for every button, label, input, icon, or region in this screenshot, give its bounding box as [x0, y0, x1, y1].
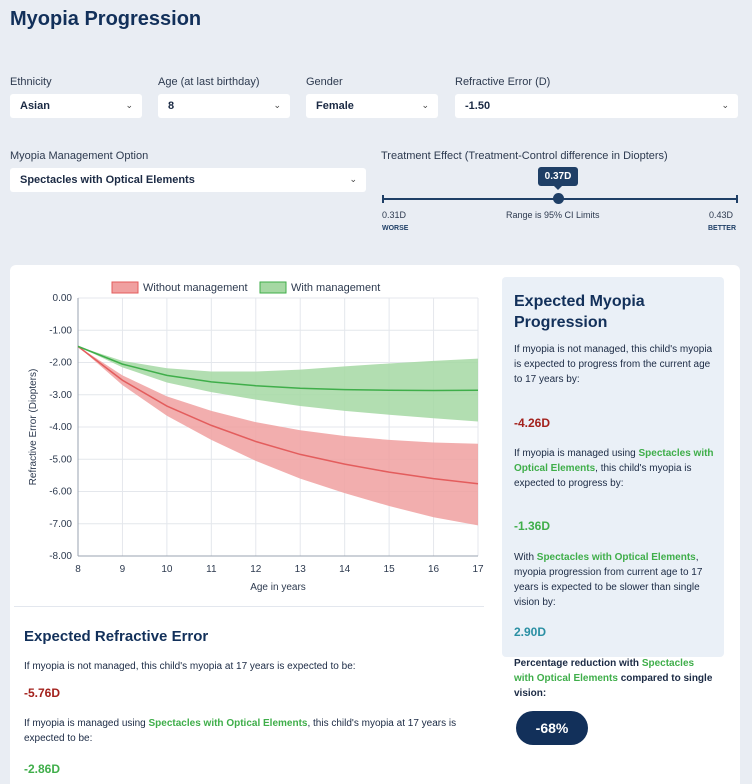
chevron-down-icon: ⌄ [721, 100, 729, 110]
chevron-down-icon: ⌄ [349, 174, 357, 184]
ethnicity-label: Ethnicity [10, 76, 52, 88]
y-tick-label: -4.00 [49, 422, 72, 433]
summary-card [502, 277, 724, 657]
summary-text-unmanaged: If myopia is not managed, this child's m… [514, 344, 713, 385]
age-value: 8 [168, 100, 175, 112]
slider-range-note: Range is 95% CI Limits [506, 210, 600, 220]
x-tick-label: 11 [206, 564, 217, 575]
chevron-down-icon: ⌄ [421, 100, 429, 110]
page-title: Myopia Progression [10, 8, 202, 30]
legend-label-1: With management [291, 282, 380, 294]
age-select[interactable]: 8 ⌄ [158, 94, 290, 118]
summary-text-managed: If myopia is managed using Spectacles wi… [514, 448, 714, 489]
gender-select[interactable]: Female ⌄ [306, 94, 438, 118]
legend-swatch-0 [111, 281, 139, 294]
summary-title: Expected Myopia Progression [514, 293, 645, 331]
x-tick-label: 17 [472, 564, 484, 575]
refractive-error-select[interactable]: -1.50 ⌄ [455, 94, 738, 118]
y-tick-label: -2.00 [49, 358, 72, 369]
percentage-reduction-badge: -68% [516, 711, 588, 745]
refractive-text-unmanaged: If myopia is not managed, this child's m… [24, 661, 356, 672]
summary-text-percentage: Percentage reduction with Spectacles wit… [514, 658, 713, 699]
x-tick-label: 15 [384, 564, 396, 575]
divider [14, 606, 484, 607]
summary-text-slower: With Spectacles with Optical Elements, m… [514, 552, 703, 608]
series-line-0 [77, 345, 479, 485]
x-axis-label: Age in years [250, 582, 306, 593]
progression-chart: 0.00 -1.00 -2.00 -3.00 -4.00 -5.00 -6.00 -7.00 -… [28, 281, 484, 593]
summary-value-slower: 2.90D [514, 625, 547, 639]
gender-label: Gender [306, 76, 343, 88]
y-tick-label: -3.00 [49, 390, 72, 401]
x-tick-label: 16 [428, 564, 440, 575]
treatment-value-tooltip: 0.37D [538, 167, 578, 190]
x-tick-label: 12 [250, 564, 262, 575]
series-line-1 [77, 345, 479, 392]
slider-min-tick [382, 195, 384, 203]
ethnicity-value: Asian [20, 100, 50, 112]
treatment-label: Treatment Effect (Treatment-Control diff… [381, 150, 668, 162]
ethnicity-select[interactable]: Asian ⌄ [10, 94, 142, 118]
management-value: Spectacles with Optical Elements [20, 174, 195, 186]
x-tick-label: 14 [339, 564, 351, 575]
series-band-1 [78, 346, 478, 422]
refractive-title: Expected Refractive Error [24, 628, 209, 645]
slider-min-label: 0.31D [382, 210, 407, 220]
y-tick-label: -7.00 [49, 519, 72, 530]
y-tick-label: 0.00 [53, 293, 73, 304]
gender-value: Female [316, 100, 354, 112]
y-tick-label: -1.00 [49, 325, 72, 336]
management-label: Myopia Management Option [10, 150, 149, 162]
refractive-value-unmanaged: -5.76D [24, 686, 61, 700]
x-tick-label: 10 [161, 564, 173, 575]
summary-value-unmanaged: -4.26D [514, 416, 551, 430]
slider-max-label: 0.43D [709, 210, 734, 220]
y-axis-label: Refractive Error (Diopters) [28, 369, 39, 486]
age-label: Age (at last birthday) [158, 76, 260, 88]
slider-max-caption: BETTER [708, 225, 736, 232]
summary-value-managed: -1.36D [514, 519, 551, 533]
refractive-error-value: -1.50 [465, 100, 491, 112]
refractive-value-managed: -2.86D [24, 762, 61, 776]
management-select[interactable]: Spectacles with Optical Elements ⌄ [10, 168, 366, 192]
slider-min-caption: WORSE [382, 225, 409, 232]
chevron-down-icon: ⌄ [125, 100, 133, 110]
x-tick-label: 9 [120, 564, 126, 575]
y-tick-label: -6.00 [49, 487, 72, 498]
legend-label-0: Without management [143, 282, 248, 294]
chevron-down-icon: ⌄ [273, 100, 281, 110]
slider-max-tick [736, 195, 738, 203]
x-tick-label: 13 [295, 564, 307, 575]
series-band-0 [78, 346, 478, 526]
refractive-error-label: Refractive Error (D) [455, 76, 551, 88]
treatment-slider-handle[interactable] [553, 193, 564, 204]
y-tick-label: -8.00 [49, 551, 72, 562]
legend-swatch-1 [259, 281, 287, 294]
x-tick-label: 8 [75, 564, 81, 575]
refractive-text-managed: If myopia is managed using Spectacles wi… [24, 718, 457, 744]
y-tick-label: -5.00 [49, 454, 72, 465]
